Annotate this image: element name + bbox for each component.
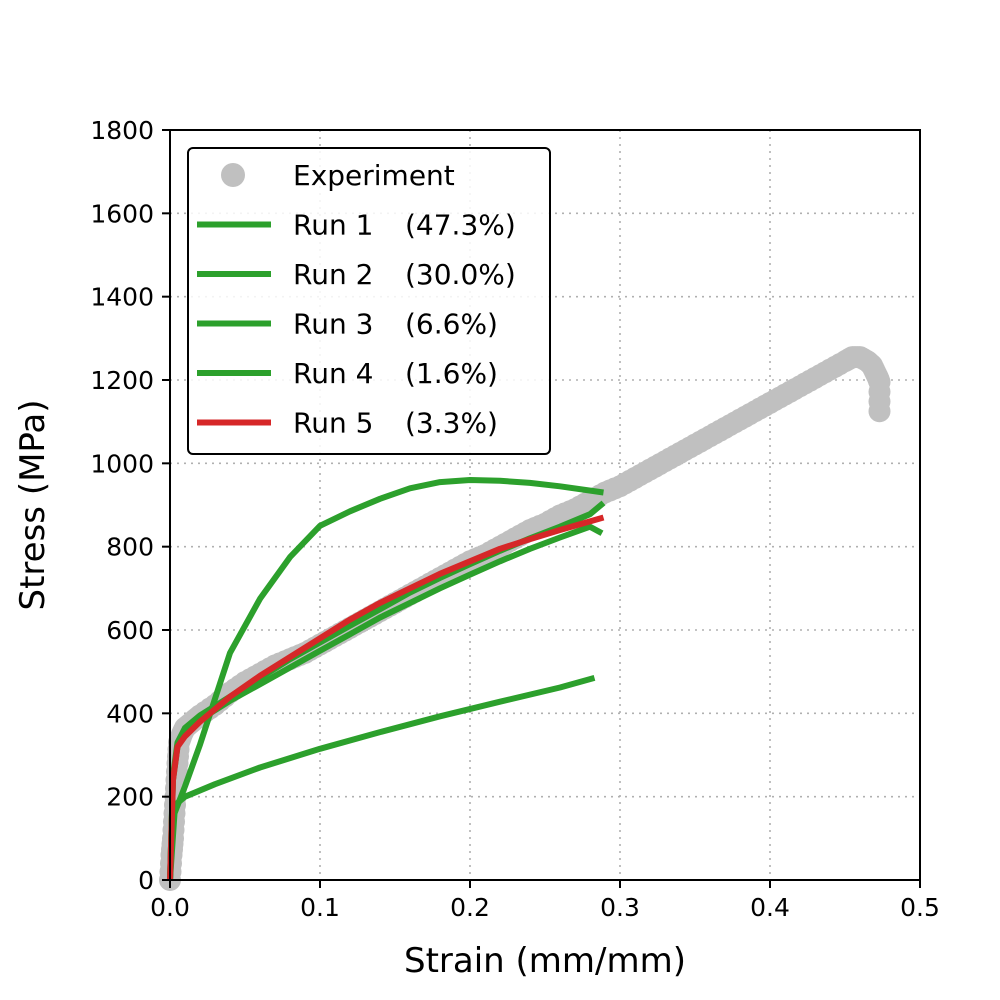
y-tick-label: 1600 [90,199,154,228]
plot-series [159,346,891,891]
x-tick-label: 0.0 [150,893,190,922]
legend-label: Run 2 [293,258,373,291]
series-line-2 [167,523,604,881]
legend-percent: (1.6%) [405,357,498,390]
y-tick-label: 1200 [90,366,154,395]
x-tick-label: 0.2 [450,893,490,922]
legend-label: Run 3 [293,308,373,341]
plot-frame [169,129,921,881]
x-tick-label: 0.5 [900,893,940,922]
legend-label: Experiment [293,159,455,192]
legend-percent: (30.0%) [405,258,516,291]
series-line-3 [167,477,604,881]
x-axis-label: Strain (mm/mm) [404,941,686,981]
experiment-point [868,400,891,423]
y-tick-label: 800 [106,533,154,562]
y-tick-label: 400 [106,699,154,728]
legend-percent: (47.3%) [405,209,516,242]
series-line-5 [167,514,605,881]
legend-label: Run 5 [293,407,373,440]
legend-label: Run 4 [293,357,373,390]
y-tick-label: 1400 [90,283,154,312]
legend-percent: (3.3%) [405,407,498,440]
y-axis-label: Stress (MPa) [13,400,53,611]
axis-ticks: 0.0 0.1 0.2 0.3 0.4 0.5 0 200 400 600 800 1000 1200 1… [90,116,940,922]
y-tick-label: 200 [106,783,154,812]
legend: Experiment Run 1 (47.3%) Run 2 (30.0%) Run 3 (… [187,147,551,455]
y-tick-label: 0 [138,866,154,895]
series-line-4 [167,675,596,881]
y-tick-label: 1800 [90,116,154,145]
legend-label: Run 1 [293,209,373,242]
y-tick-label: 600 [106,616,154,645]
x-tick-label: 0.4 [750,893,790,922]
legend-marker [221,163,245,187]
x-tick-label: 0.1 [300,893,340,922]
legend-percent: (6.6%) [405,308,498,341]
y-tick-label: 1000 [90,449,154,478]
x-tick-label: 0.3 [600,893,640,922]
legend-box [187,147,551,455]
